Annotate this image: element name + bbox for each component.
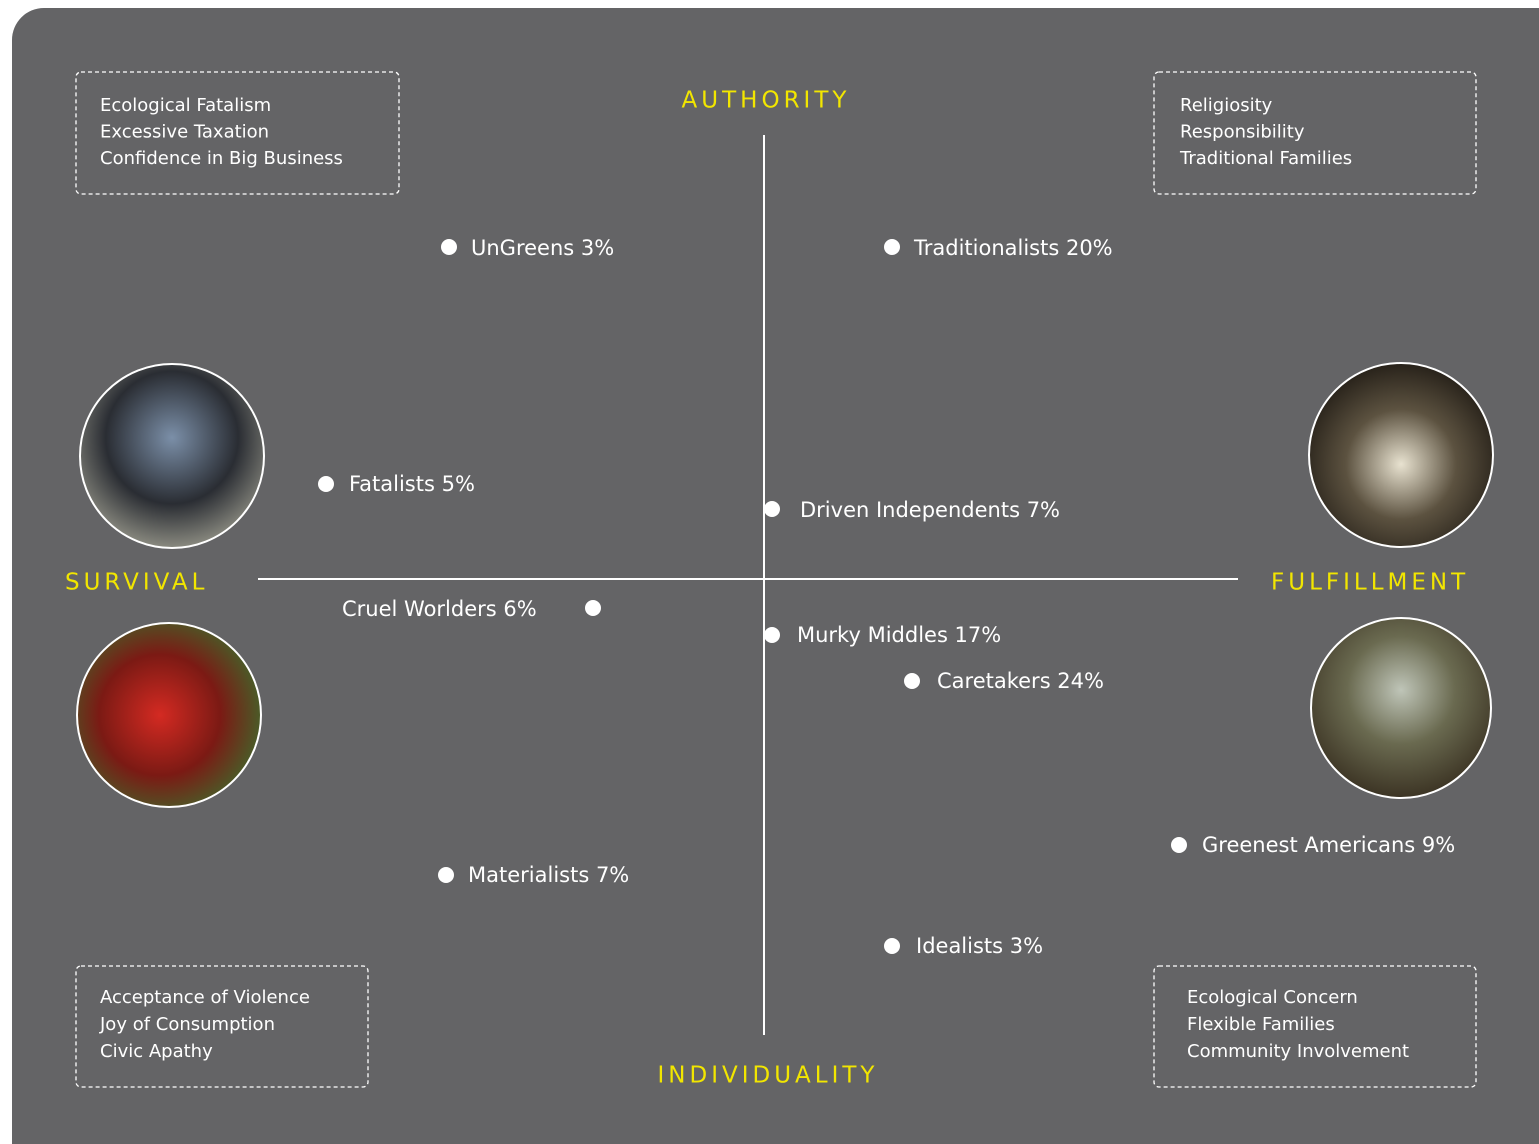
segment-label: Traditionalists 20% bbox=[913, 236, 1113, 260]
segment-label: Driven Independents 7% bbox=[800, 498, 1060, 522]
segment-dot bbox=[884, 239, 900, 255]
axis-label: AUTHORITY bbox=[682, 88, 851, 114]
corner-item: Confidence in Big Business bbox=[100, 148, 343, 169]
segment-label: Greenest Americans 9% bbox=[1202, 833, 1455, 857]
photo bbox=[1311, 618, 1491, 798]
segment-dot bbox=[884, 938, 900, 954]
segment-label: Murky Middles 17% bbox=[797, 623, 1001, 647]
corner-item: Civic Apathy bbox=[100, 1041, 213, 1062]
photo bbox=[1309, 363, 1493, 547]
corner-item: Excessive Taxation bbox=[100, 122, 269, 143]
corner-item: Ecological Fatalism bbox=[100, 95, 271, 116]
corner-item: Joy of Consumption bbox=[99, 1014, 275, 1035]
corner-item: Ecological Concern bbox=[1187, 987, 1358, 1008]
axis-label: SURVIVAL bbox=[65, 570, 209, 596]
segment-label: Idealists 3% bbox=[916, 934, 1043, 958]
segment-dot bbox=[585, 600, 601, 616]
axis-label: INDIVIDUALITY bbox=[658, 1063, 879, 1089]
corner-item: Flexible Families bbox=[1187, 1014, 1335, 1035]
segment-dot bbox=[764, 501, 780, 517]
segment-dot bbox=[764, 627, 780, 643]
corner-item: Acceptance of Violence bbox=[100, 987, 310, 1008]
segment-label: Cruel Worlders 6% bbox=[342, 597, 537, 621]
segment-dot bbox=[441, 239, 457, 255]
corner-item: Responsibility bbox=[1180, 122, 1305, 143]
photo bbox=[80, 364, 264, 548]
page: {"axes": {"top": "AUTHORITY", "bottom": … bbox=[0, 0, 1539, 1144]
diagram: AUTHORITY INDIVIDUALITY SURVIVAL FULFILL… bbox=[0, 0, 1539, 1144]
segment-dot bbox=[1171, 837, 1187, 853]
segment-label: UnGreens 3% bbox=[471, 236, 614, 260]
corner-item: Traditional Families bbox=[1179, 148, 1352, 169]
segment-label: Caretakers 24% bbox=[937, 669, 1104, 693]
corner-item: Religiosity bbox=[1180, 95, 1273, 116]
corner-item: Community Involvement bbox=[1187, 1041, 1409, 1062]
segment-dot bbox=[438, 867, 454, 883]
axis-label: FULFILLMENT bbox=[1271, 570, 1469, 596]
photo bbox=[77, 623, 261, 807]
segment-label: Materialists 7% bbox=[468, 863, 629, 887]
segment-dot bbox=[904, 673, 920, 689]
segment-label: Fatalists 5% bbox=[349, 472, 475, 496]
segment-dot bbox=[318, 476, 334, 492]
